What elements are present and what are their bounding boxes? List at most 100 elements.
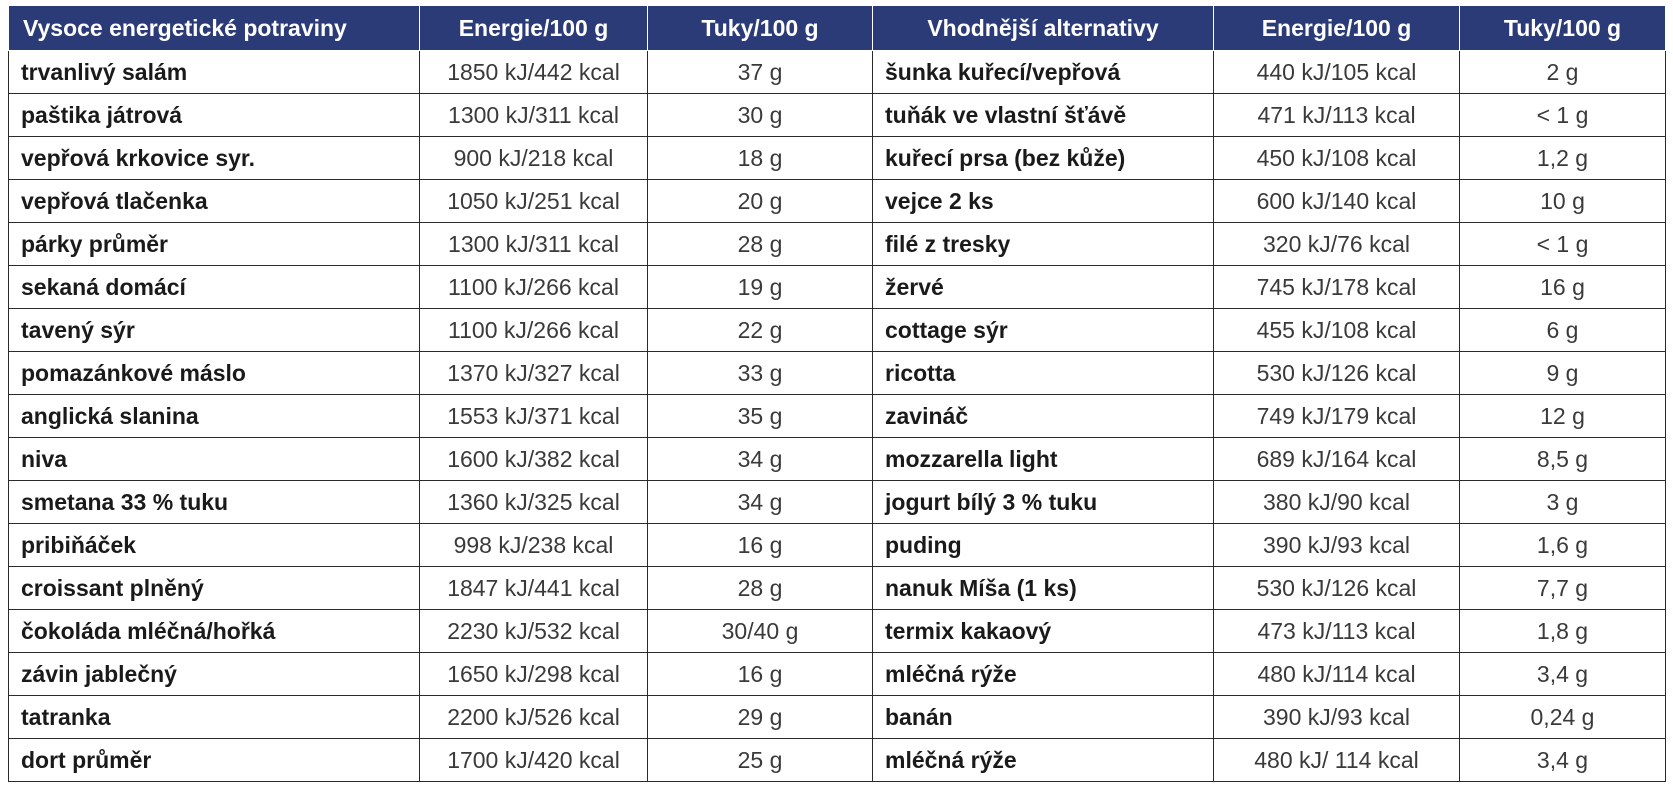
alternative-name: jogurt bílý 3 % tuku [872, 480, 1214, 524]
food-name: tatranka [8, 695, 420, 739]
fat-value: 18 g [647, 136, 873, 180]
fat-value: 28 g [647, 222, 873, 266]
food-name: vepřová krkovice syr. [8, 136, 420, 180]
alternative-name: vejce 2 ks [872, 179, 1214, 223]
alternative-fat-value: 1,6 g [1459, 523, 1666, 567]
table-row: niva 1600 kJ/382 kcal 34 g mozzarella light… [8, 437, 1666, 481]
food-table-container: Vysoce energetické potraviny Energie/100… [8, 5, 1666, 782]
alternative-fat-value: 6 g [1459, 308, 1666, 352]
table-row: závin jablečný 1650 kJ/298 kcal 16 g mléčná… [8, 652, 1666, 696]
energy-value: 998 kJ/238 kcal [419, 523, 648, 567]
alternative-fat-value: 12 g [1459, 394, 1666, 438]
alternative-fat-value: 3,4 g [1459, 652, 1666, 696]
alternative-name: filé z tresky [872, 222, 1214, 266]
fat-value: 16 g [647, 652, 873, 696]
alternative-name: kuřecí prsa (bez kůže) [872, 136, 1214, 180]
alternative-fat-value: 9 g [1459, 351, 1666, 395]
food-name: niva [8, 437, 420, 481]
table-row: pomazánkové máslo 1370 kJ/327 kcal 33 g ric… [8, 351, 1666, 395]
energy-value: 1300 kJ/311 kcal [419, 222, 648, 266]
energy-value: 1100 kJ/266 kcal [419, 265, 648, 309]
alternative-name: mozzarella light [872, 437, 1214, 481]
alternative-fat-value: 3 g [1459, 480, 1666, 524]
food-name: párky průměr [8, 222, 420, 266]
alternative-energy-value: 455 kJ/108 kcal [1213, 308, 1460, 352]
alternative-energy-value: 530 kJ/126 kcal [1213, 351, 1460, 395]
table-header: Vysoce energetické potraviny Energie/100… [8, 5, 1666, 51]
alternative-name: ricotta [872, 351, 1214, 395]
alternative-fat-value: 0,24 g [1459, 695, 1666, 739]
energy-value: 1050 kJ/251 kcal [419, 179, 648, 223]
alternative-name: cottage sýr [872, 308, 1214, 352]
energy-value: 1847 kJ/441 kcal [419, 566, 648, 610]
table-row: vepřová tlačenka 1050 kJ/251 kcal 20 g vejc… [8, 179, 1666, 223]
energy-value: 1850 kJ/442 kcal [419, 50, 648, 94]
table-row: vepřová krkovice syr. 900 kJ/218 kcal 18 g… [8, 136, 1666, 180]
alternative-energy-value: 471 kJ/113 kcal [1213, 93, 1460, 137]
food-name: sekaná domácí [8, 265, 420, 309]
food-name: anglická slanina [8, 394, 420, 438]
fat-value: 22 g [647, 308, 873, 352]
alternative-energy-value: 480 kJ/114 kcal [1213, 652, 1460, 696]
alternative-energy-value: 390 kJ/93 kcal [1213, 695, 1460, 739]
energy-value: 1600 kJ/382 kcal [419, 437, 648, 481]
food-name: závin jablečný [8, 652, 420, 696]
alternative-fat-value: 10 g [1459, 179, 1666, 223]
energy-value: 1700 kJ/420 kcal [419, 738, 648, 782]
table-row: sekaná domácí 1100 kJ/266 kcal 19 g žervé 74… [8, 265, 1666, 309]
alternative-name: termix kakaový [872, 609, 1214, 653]
energy-value: 1370 kJ/327 kcal [419, 351, 648, 395]
alternative-fat-value: 2 g [1459, 50, 1666, 94]
header-alt-energy: Energie/100 g [1213, 5, 1460, 51]
header-alt-fat: Tuky/100 g [1459, 5, 1666, 51]
fat-value: 35 g [647, 394, 873, 438]
fat-value: 37 g [647, 50, 873, 94]
fat-value: 16 g [647, 523, 873, 567]
table-row: anglická slanina 1553 kJ/371 kcal 35 g zavi… [8, 394, 1666, 438]
food-comparison-table: Vysoce energetické potraviny Energie/100… [8, 5, 1666, 782]
food-name: smetana 33 % tuku [8, 480, 420, 524]
header-fat: Tuky/100 g [647, 5, 873, 51]
food-name: dort průměr [8, 738, 420, 782]
food-name: croissant plněný [8, 566, 420, 610]
food-name: čokoláda mléčná/hořká [8, 609, 420, 653]
alternative-fat-value: 7,7 g [1459, 566, 1666, 610]
energy-value: 900 kJ/218 kcal [419, 136, 648, 180]
alternative-energy-value: 390 kJ/93 kcal [1213, 523, 1460, 567]
energy-value: 2200 kJ/526 kcal [419, 695, 648, 739]
food-name: tavený sýr [8, 308, 420, 352]
table-row: tavený sýr 1100 kJ/266 kcal 22 g cottage sý… [8, 308, 1666, 352]
alternative-energy-value: 745 kJ/178 kcal [1213, 265, 1460, 309]
food-name: paštika játrová [8, 93, 420, 137]
energy-value: 1100 kJ/266 kcal [419, 308, 648, 352]
fat-value: 34 g [647, 480, 873, 524]
alternative-fat-value: < 1 g [1459, 222, 1666, 266]
fat-value: 19 g [647, 265, 873, 309]
header-alternatives: Vhodnější alternativy [872, 5, 1214, 51]
header-high-energy-foods: Vysoce energetické potraviny [8, 5, 420, 51]
fat-value: 29 g [647, 695, 873, 739]
table-row: tatranka 2200 kJ/526 kcal 29 g banán 390 kJ/… [8, 695, 1666, 739]
header-row: Vysoce energetické potraviny Energie/100… [8, 5, 1666, 51]
alternative-fat-value: 8,5 g [1459, 437, 1666, 481]
alternative-name: mléčná rýže [872, 652, 1214, 696]
table-row: smetana 33 % tuku 1360 kJ/325 kcal 34 g jog… [8, 480, 1666, 524]
header-energy: Energie/100 g [419, 5, 648, 51]
energy-value: 2230 kJ/532 kcal [419, 609, 648, 653]
alternative-energy-value: 473 kJ/113 kcal [1213, 609, 1460, 653]
alternative-name: zavináč [872, 394, 1214, 438]
food-name: trvanlivý salám [8, 50, 420, 94]
fat-value: 30/40 g [647, 609, 873, 653]
table-row: párky průměr 1300 kJ/311 kcal 28 g filé z t… [8, 222, 1666, 266]
alternative-name: žervé [872, 265, 1214, 309]
energy-value: 1553 kJ/371 kcal [419, 394, 648, 438]
alternative-name: puding [872, 523, 1214, 567]
alternative-energy-value: 600 kJ/140 kcal [1213, 179, 1460, 223]
food-name: pomazánkové máslo [8, 351, 420, 395]
alternative-energy-value: 380 kJ/90 kcal [1213, 480, 1460, 524]
alternative-name: mléčná rýže [872, 738, 1214, 782]
alternative-energy-value: 689 kJ/164 kcal [1213, 437, 1460, 481]
alternative-name: tuňák ve vlastní šťávě [872, 93, 1214, 137]
table-row: čokoláda mléčná/hořká 2230 kJ/532 kcal 30/… [8, 609, 1666, 653]
alternative-name: šunka kuřecí/vepřová [872, 50, 1214, 94]
